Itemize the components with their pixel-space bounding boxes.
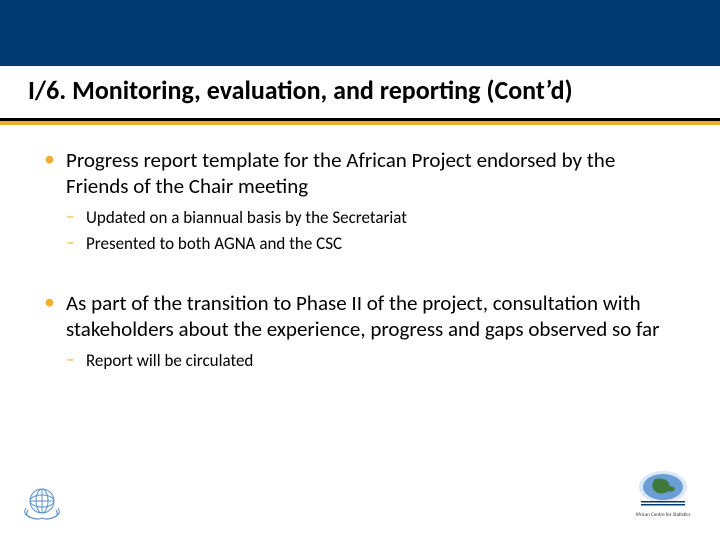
sub-bullet-text: Updated on a biannual basis by the Secre… bbox=[86, 207, 407, 228]
sub-bullet-item: Presented to both AGNA and the CSC bbox=[66, 233, 678, 254]
sub-bullet-item: Report will be circulated bbox=[66, 350, 678, 371]
sub-bullet-text: Presented to both AGNA and the CSC bbox=[86, 233, 342, 254]
sub-bullet-item: Updated on a biannual basis by the Secre… bbox=[66, 207, 678, 228]
sub-bullet-list: Report will be circulated bbox=[66, 350, 678, 371]
sub-bullet-text: Report will be circulated bbox=[86, 350, 253, 371]
bullet-list: Progress report template for the African… bbox=[42, 147, 678, 254]
acs-logo-icon: African Centre for Statistics bbox=[632, 464, 694, 520]
bullet-text: Progress report template for the African… bbox=[66, 147, 678, 200]
slide-title: I/6. Monitoring, evaluation, and reporti… bbox=[28, 76, 692, 106]
acs-logo-caption: African Centre for Statistics bbox=[636, 513, 691, 518]
sub-bullet-list: Updated on a biannual basis by the Secre… bbox=[66, 207, 678, 254]
bullet-text: As part of the transition to Phase II of… bbox=[66, 290, 678, 343]
header-band bbox=[0, 0, 720, 66]
content-area: Progress report template for the African… bbox=[0, 125, 720, 372]
bullet-list: As part of the transition to Phase II of… bbox=[42, 290, 678, 372]
title-area: I/6. Monitoring, evaluation, and reporti… bbox=[0, 66, 720, 118]
bullet-item: As part of the transition to Phase II of… bbox=[42, 290, 678, 372]
bullet-item: Progress report template for the African… bbox=[42, 147, 678, 254]
un-logo-icon bbox=[18, 480, 66, 522]
title-underline bbox=[0, 118, 720, 125]
slide: I/6. Monitoring, evaluation, and reporti… bbox=[0, 0, 720, 540]
spacer bbox=[42, 268, 678, 290]
